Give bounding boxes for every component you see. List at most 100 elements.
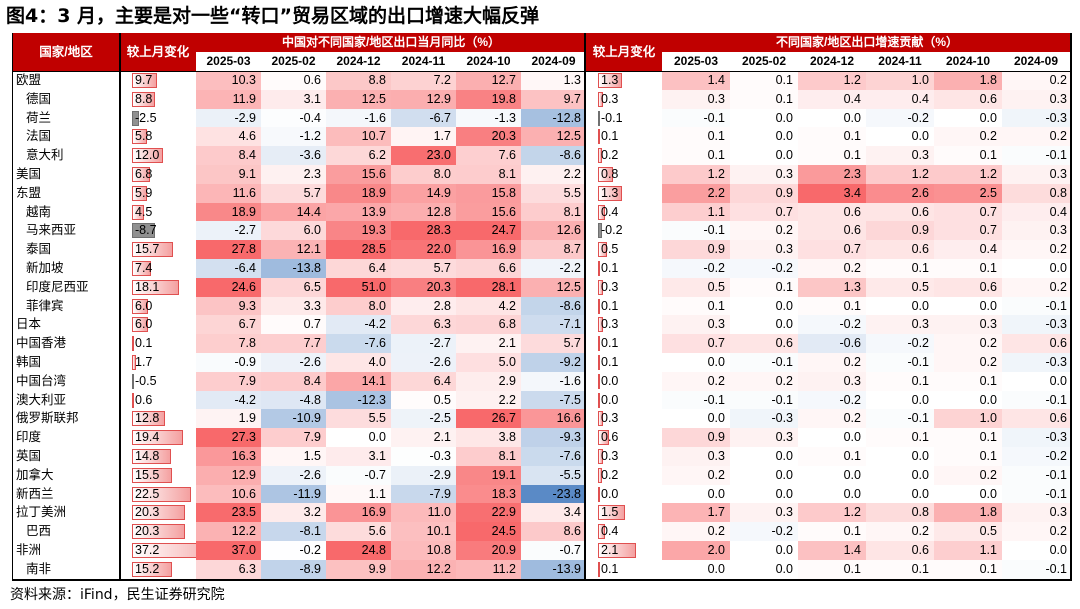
- yoy-value-cell: 1.9: [196, 409, 261, 429]
- contrib-value-cell: -0.1: [730, 390, 798, 410]
- yoy-value-cell: 0.0: [326, 428, 391, 447]
- yoy-value-cell: 11.2: [456, 559, 521, 579]
- contrib-value-cell: 0.9: [866, 221, 934, 241]
- mom-change-contrib-bar-label: 0.0: [601, 373, 619, 388]
- yoy-value-cell: 2.2: [521, 165, 586, 184]
- header-month: 2024-12: [326, 52, 391, 71]
- yoy-value-cell: 8.8: [326, 71, 391, 90]
- yoy-value-cell: 18.9: [326, 183, 391, 203]
- yoy-value-cell: 14.4: [261, 202, 326, 222]
- contrib-value-cell: 0.0: [866, 296, 934, 316]
- mom-change-yoy-bar: [132, 242, 173, 258]
- contrib-value-cell: 0.2: [934, 127, 1002, 147]
- mom-change-yoy-bar: [132, 561, 172, 577]
- yoy-value-cell: 28.1: [456, 277, 521, 297]
- yoy-value-cell: 18.9: [196, 202, 261, 222]
- yoy-value-cell: -9.3: [521, 428, 586, 447]
- mom-change-contrib-bar-label: 0.1: [601, 355, 619, 369]
- contrib-value-cell: 0.0: [798, 428, 866, 447]
- header-month: 2024-10: [934, 52, 1002, 71]
- mom-change-yoy-bar-label: 9.7: [135, 73, 153, 87]
- header-month: 2025-03: [196, 52, 261, 71]
- contrib-value-cell: 0.0: [1002, 371, 1072, 391]
- yoy-value-cell: -7.6: [521, 447, 586, 466]
- mom-change-yoy-bar: [132, 148, 164, 164]
- yoy-value-cell: 19.1: [456, 465, 521, 485]
- bottom-rule: [12, 578, 1072, 581]
- contrib-value-cell: 0.2: [1002, 240, 1072, 259]
- export-growth-table: 国家/地区 较上月变化 中国对不同国家/地区出口当月同比（%） 较上月变化 不同国家/地…: [12, 33, 1072, 581]
- contrib-value-cell: 0.1: [662, 146, 730, 165]
- contrib-value-cell: 0.1: [934, 559, 1002, 579]
- contrib-value-cell: 0.0: [1002, 259, 1072, 278]
- yoy-value-cell: 19.8: [456, 89, 521, 109]
- mom-change-contrib-bar: [598, 242, 608, 258]
- yoy-value-cell: -13.8: [261, 259, 326, 278]
- mom-change-contrib-bar-cell: 0.1: [586, 353, 662, 372]
- contrib-value-cell: 1.2: [798, 503, 866, 523]
- contrib-value-cell: 0.7: [934, 221, 1002, 241]
- mom-change-contrib-bar: [598, 467, 602, 483]
- mom-change-yoy-bar: [132, 185, 148, 201]
- yoy-value-cell: 24.6: [196, 277, 261, 297]
- contrib-value-cell: -0.1: [866, 353, 934, 372]
- mom-change-contrib-bar-cell: 0.3: [586, 447, 662, 466]
- header-rule: [12, 71, 1072, 72]
- mom-change-contrib-bar-cell: 0.3: [586, 278, 662, 297]
- yoy-value-cell: 13.9: [326, 202, 391, 222]
- mom-change-yoy-bar: [132, 317, 148, 333]
- yoy-value-cell: -10.9: [261, 409, 326, 429]
- contrib-value-cell: 0.0: [866, 484, 934, 504]
- contrib-value-cell: 0.5: [662, 277, 730, 297]
- mom-change-yoy-bar-label: 0.6: [135, 392, 153, 407]
- mom-change-contrib-bar-cell: 0.6: [586, 428, 662, 447]
- contrib-value-cell: 0.9: [662, 428, 730, 447]
- country-name: 南非: [26, 561, 52, 576]
- yoy-value-cell: -3.6: [261, 146, 326, 165]
- yoy-value-cell: 6.8: [456, 315, 521, 335]
- mom-change-contrib-bar: [598, 411, 604, 427]
- contrib-value-cell: 0.1: [798, 447, 866, 466]
- country-name: 荷兰: [26, 110, 52, 125]
- contrib-value-cell: 0.6: [934, 277, 1002, 297]
- mom-change-contrib-bar: [598, 430, 609, 446]
- yoy-value-cell: 5.7: [391, 259, 456, 278]
- contrib-value-cell: 1.2: [798, 71, 866, 90]
- mom-change-contrib-bar-label: 0.4: [601, 524, 619, 539]
- contrib-value-cell: 0.7: [934, 202, 1002, 222]
- yoy-value-cell: 3.2: [261, 503, 326, 523]
- yoy-value-cell: 8.1: [456, 447, 521, 466]
- yoy-value-cell: 1.5: [261, 447, 326, 466]
- yoy-value-cell: 14.1: [326, 371, 391, 391]
- yoy-value-cell: 2.1: [391, 428, 456, 447]
- header-month: 2024-12: [798, 52, 866, 71]
- mom-change-yoy-bar-cell: 1.7: [120, 353, 196, 372]
- yoy-value-cell: -8.6: [521, 296, 586, 316]
- mom-change-contrib-bar-label: 0.1: [601, 129, 619, 144]
- yoy-value-cell: -11.9: [261, 484, 326, 504]
- contrib-value-cell: 0.0: [934, 484, 1002, 504]
- yoy-value-cell: 12.2: [391, 559, 456, 579]
- header-mom-change-yoy: 较上月变化: [120, 33, 196, 71]
- column-rule: [12, 33, 13, 579]
- yoy-value-cell: 8.1: [456, 165, 521, 184]
- yoy-value-cell: 9.3: [196, 296, 261, 316]
- column-rule: [584, 33, 586, 579]
- mom-change-contrib-bar: [598, 110, 600, 126]
- yoy-value-cell: -2.6: [391, 353, 456, 372]
- contrib-value-cell: -0.2: [662, 259, 730, 278]
- yoy-value-cell: -7.6: [326, 334, 391, 353]
- yoy-value-cell: 11.9: [196, 89, 261, 109]
- contrib-value-cell: 0.9: [730, 183, 798, 203]
- contrib-value-cell: 0.6: [798, 221, 866, 241]
- contrib-value-cell: 0.4: [866, 89, 934, 109]
- yoy-value-cell: 19.3: [326, 221, 391, 241]
- contrib-value-cell: 0.0: [934, 390, 1002, 410]
- contrib-value-cell: 0.1: [934, 428, 1002, 447]
- contrib-value-cell: 0.2: [798, 259, 866, 278]
- mom-change-contrib-bar: [598, 317, 604, 333]
- contrib-value-cell: -0.2: [866, 108, 934, 128]
- mom-change-yoy-bar-cell: 19.4: [120, 428, 196, 447]
- mom-change-contrib-bar: [598, 204, 606, 220]
- yoy-value-cell: 6.3: [196, 559, 261, 579]
